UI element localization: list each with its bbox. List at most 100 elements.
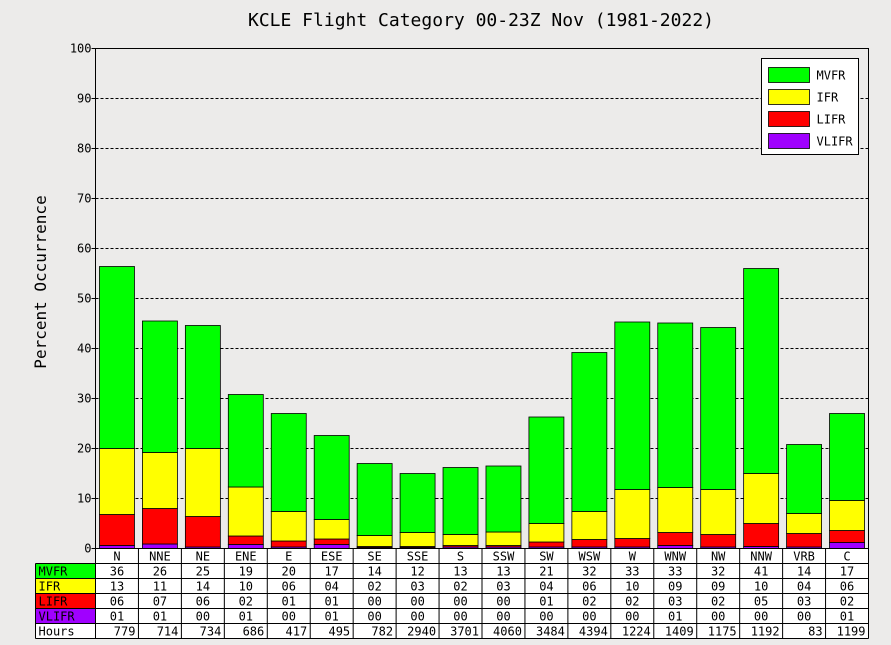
bar-mvfr-c — [829, 413, 865, 501]
data-table: N NNE NE ENE E ESE SE SSE S SSW SW WSW W WNW NW NNW VRB C… — [35, 548, 869, 639]
table-cell: 1192 — [751, 625, 780, 639]
table-cell: 00 — [797, 610, 811, 624]
table-cell: 09 — [668, 580, 682, 594]
table-cell: 01 — [324, 595, 338, 609]
legend-label-lifr: LIFR — [817, 113, 847, 127]
x-category-label: SW — [539, 550, 554, 564]
table-cell: 417 — [286, 625, 308, 639]
table-cell: 03 — [496, 580, 510, 594]
bar-mvfr-n — [99, 266, 135, 449]
table-cell: 00 — [711, 610, 725, 624]
table-cell: 06 — [110, 595, 124, 609]
bar-lifr-nnw — [743, 523, 780, 547]
bar-ifr-se — [356, 535, 393, 547]
table-cell: 1175 — [708, 625, 737, 639]
y-tick-label: 20 — [77, 442, 91, 456]
x-category-label: SSE — [407, 550, 429, 564]
row-label-bg-lifr — [35, 593, 96, 609]
bar-lifr-c — [829, 530, 865, 543]
row-label-bg-mvfr — [35, 563, 96, 579]
legend-swatch-mvfr — [768, 67, 810, 83]
bar-lifr-ne — [184, 516, 221, 548]
table-cell: 33 — [668, 565, 682, 579]
bar-lifr-wsw — [571, 539, 608, 548]
bar-mvfr-wnw — [657, 322, 694, 488]
table-cell: 03 — [410, 580, 424, 594]
x-category-label: N — [113, 550, 120, 564]
table-cell: 06 — [196, 595, 210, 609]
row-label-bg-ifr — [35, 578, 96, 594]
table-cell: 06 — [582, 580, 596, 594]
table-cell: 01 — [153, 610, 167, 624]
bar-mvfr-s — [442, 467, 479, 535]
bar-mvfr-ese — [313, 435, 350, 520]
x-category-label: NE — [196, 550, 210, 564]
bar-ifr-sse — [399, 532, 436, 547]
y-tick-label: 50 — [77, 292, 91, 306]
y-axis-ticks: 0 10 20 30 40 50 60 70 80 90 100 — [70, 42, 96, 556]
row-label-bg-vlifr — [35, 608, 96, 624]
bar-vlifr-ene — [227, 544, 264, 549]
table-cell: 686 — [243, 625, 265, 639]
y-tick-label: 60 — [77, 242, 91, 256]
row-label-vlifr: VLIFR — [39, 610, 76, 624]
bar-lifr-ene — [227, 535, 264, 545]
table-cell: 00 — [754, 610, 768, 624]
bar-mvfr-e — [270, 413, 307, 512]
table-cell: 36 — [110, 565, 124, 579]
table-cell: 02 — [840, 595, 854, 609]
x-category-label: NNE — [149, 550, 171, 564]
table-cell: 12 — [410, 565, 424, 579]
row-label-lifr: LIFR — [39, 595, 69, 609]
bar-mvfr-se — [356, 463, 393, 536]
table-cell: 00 — [625, 610, 639, 624]
table-cell: 01 — [539, 595, 553, 609]
bar-ifr-ssw — [485, 531, 522, 546]
table-cell: 17 — [840, 565, 854, 579]
bar-lifr-wnw — [657, 532, 694, 546]
bar-mvfr-ne — [184, 325, 221, 449]
bar-mvfr-wsw — [571, 352, 608, 512]
table-cell: 01 — [324, 610, 338, 624]
y-tick-label: 70 — [77, 192, 91, 206]
legend-swatch-vlifr — [768, 133, 810, 149]
bar-ifr-vrb — [786, 513, 822, 534]
bar-ifr-wsw — [571, 511, 608, 540]
x-category-label: ENE — [235, 550, 257, 564]
bar-lifr-ese — [313, 538, 350, 545]
table-cell: 21 — [539, 565, 553, 579]
bar-lifr-vrb — [786, 533, 822, 548]
bar-mvfr-ssw — [485, 465, 522, 533]
table-cell: 02 — [367, 580, 381, 594]
bar-lifr-sw — [528, 541, 565, 548]
table-cell: 4394 — [579, 625, 608, 639]
table-cell: 00 — [496, 595, 510, 609]
table-cell: 00 — [539, 610, 553, 624]
x-category-label: E — [285, 550, 292, 564]
table-cell: 14 — [797, 565, 811, 579]
bar-ifr-nnw — [743, 473, 780, 524]
table-cell: 03 — [668, 595, 682, 609]
table-cell: 02 — [453, 580, 467, 594]
y-tick-label: 80 — [77, 142, 91, 156]
table-cell: 02 — [711, 595, 725, 609]
table-cell: 3484 — [536, 625, 565, 639]
y-tick-label: 100 — [70, 42, 92, 56]
bar-ifr-w — [614, 489, 651, 539]
table-cell: 32 — [711, 565, 725, 579]
table-cell: 41 — [754, 565, 768, 579]
bar-mvfr-nw — [700, 327, 737, 490]
bar-ifr-n — [99, 448, 135, 515]
table-cell: 04 — [539, 580, 553, 594]
table-cell: 20 — [282, 565, 296, 579]
table-cell: 00 — [496, 610, 510, 624]
y-tick-label: 30 — [77, 392, 91, 406]
table-cell: 13 — [496, 565, 510, 579]
x-category-label: WSW — [579, 550, 601, 564]
legend: MVFR IFR LIFR VLIFR — [761, 58, 859, 155]
bars — [99, 266, 865, 549]
table-cell: 01 — [239, 610, 253, 624]
table-cell: 02 — [239, 595, 253, 609]
table-cell: 01 — [668, 610, 682, 624]
